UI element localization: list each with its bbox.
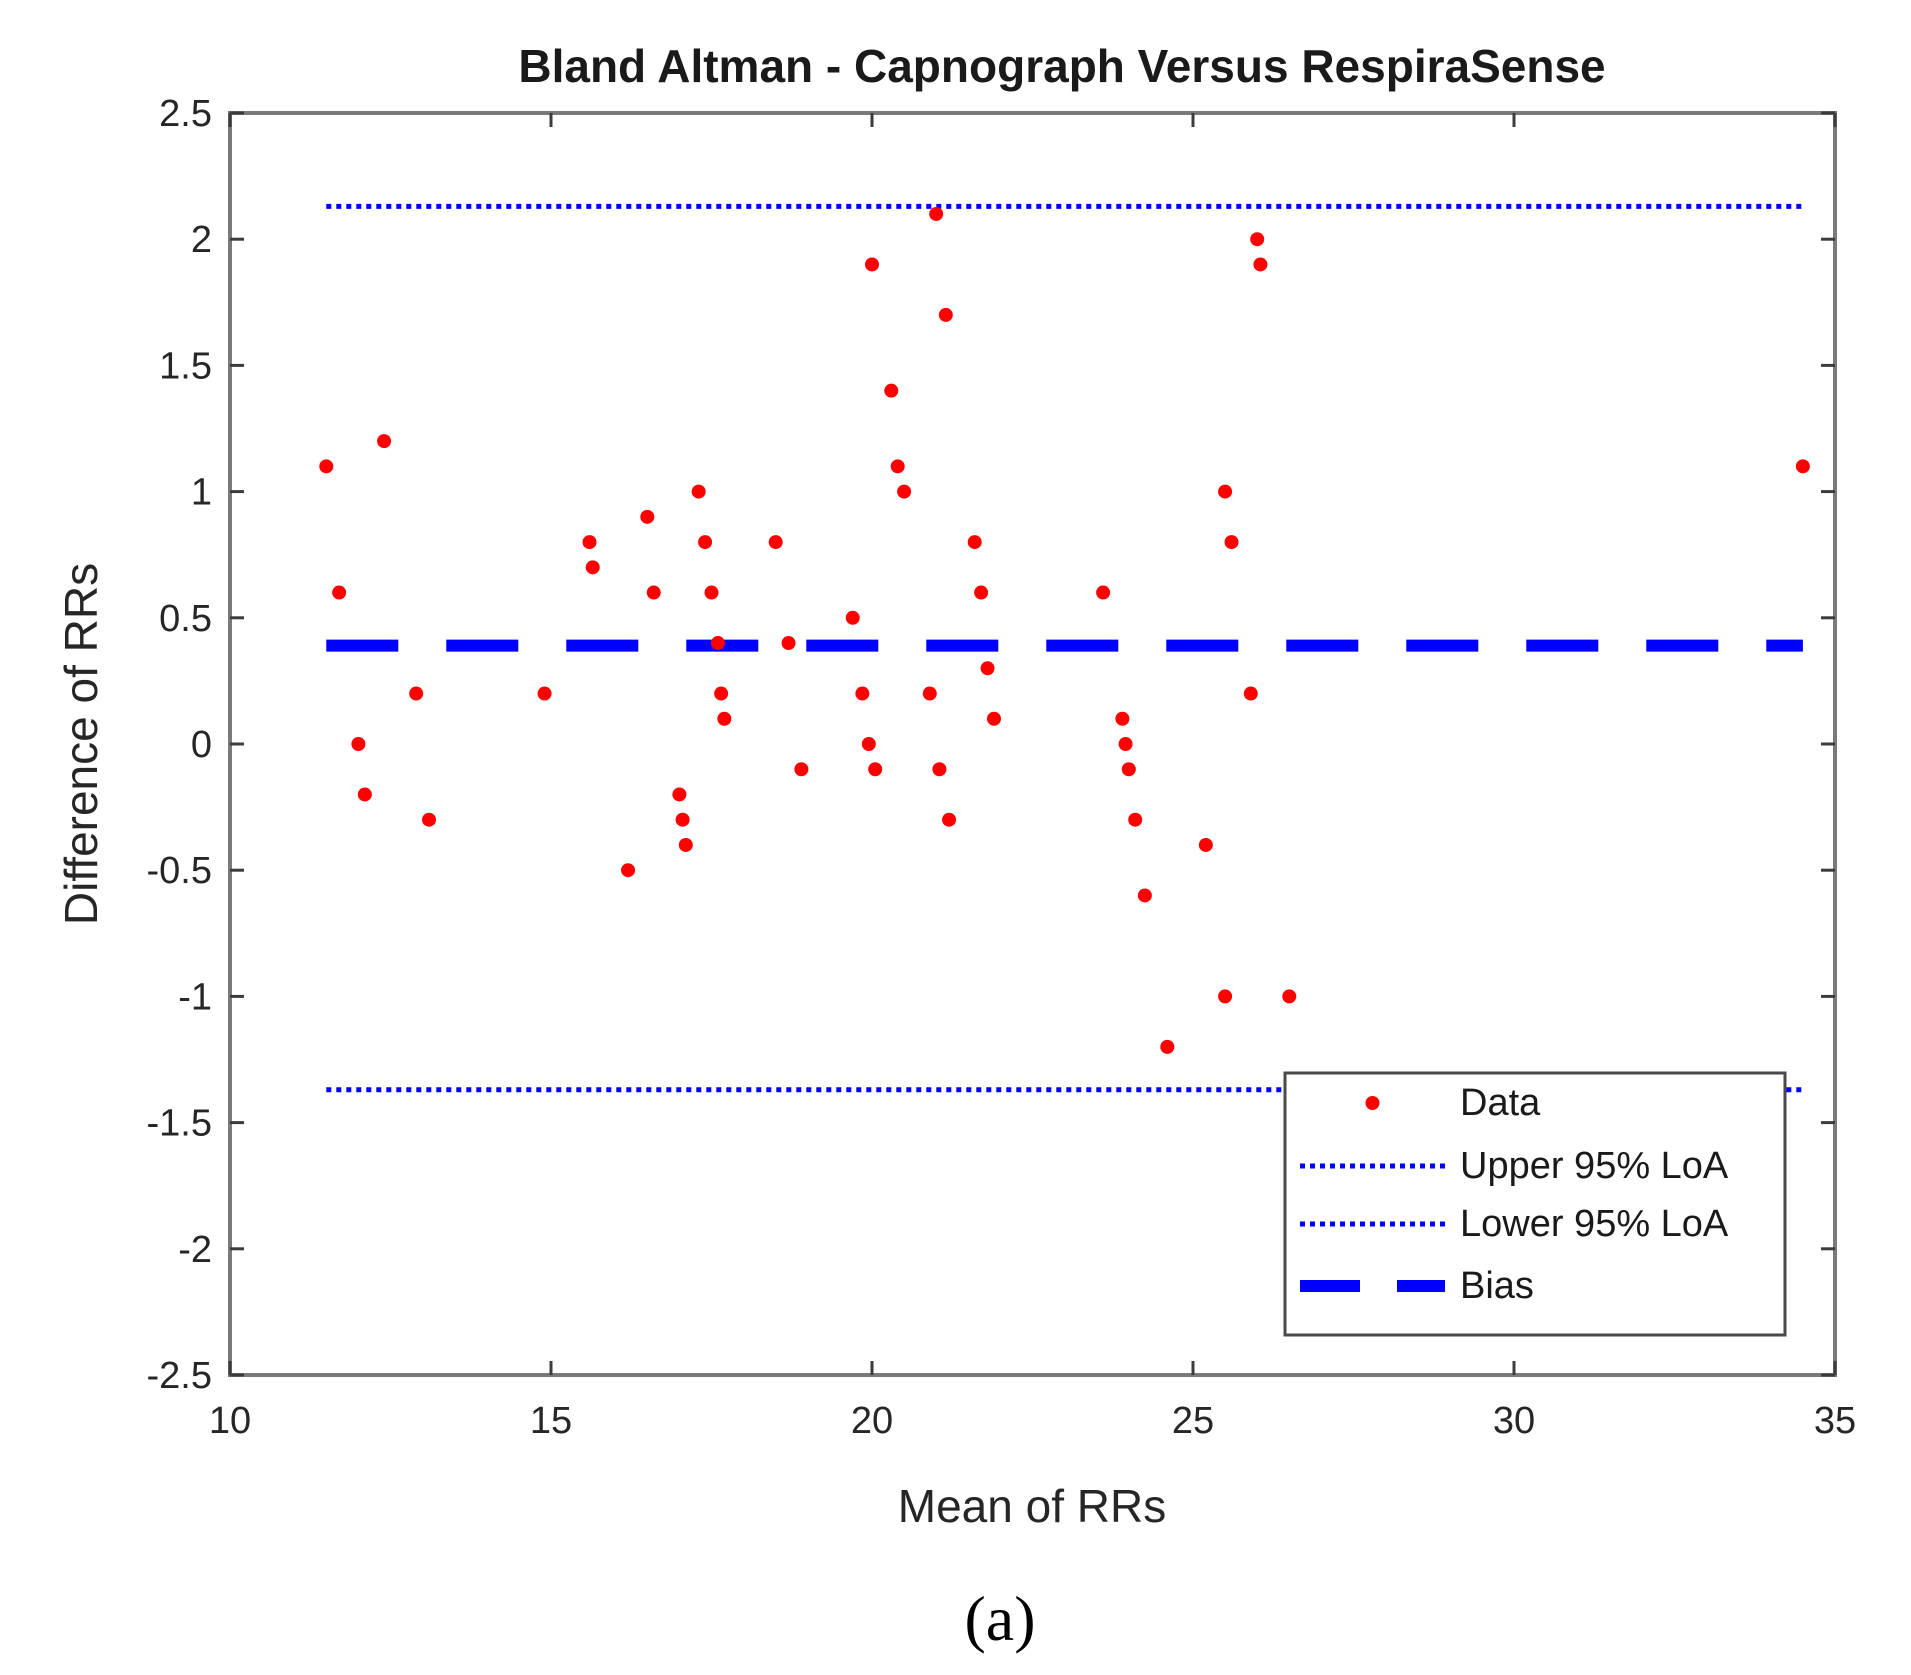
legend-swatch-data xyxy=(1365,1096,1380,1110)
data-point xyxy=(1253,257,1268,272)
data-point xyxy=(377,434,392,449)
data-point xyxy=(582,535,597,550)
data-point xyxy=(1160,1039,1175,1054)
data-point xyxy=(1128,812,1143,827)
y-tick-label: -2.5 xyxy=(147,1355,212,1397)
x-tick-label: 30 xyxy=(1493,1400,1535,1442)
data-point xyxy=(865,257,879,272)
data-point xyxy=(714,686,729,701)
data-point xyxy=(704,585,719,600)
x-tick-label: 35 xyxy=(1814,1400,1856,1442)
y-tick-label: -1.5 xyxy=(147,1103,212,1145)
y-tick-label: -1 xyxy=(178,976,212,1018)
data-point xyxy=(710,636,725,651)
y-tick-label: -0.5 xyxy=(147,850,212,892)
data-point xyxy=(537,686,552,701)
data-point xyxy=(585,560,600,575)
y-tick-label: 0 xyxy=(191,724,212,766)
data-point xyxy=(1224,535,1239,550)
data-point xyxy=(640,509,655,524)
data-point xyxy=(890,459,905,474)
data-point xyxy=(1218,989,1233,1004)
legend-label-lower-95-loa: Lower 95% LoA xyxy=(1460,1203,1729,1245)
data-point xyxy=(646,585,661,600)
x-axis-label: Mean of RRs xyxy=(898,1480,1166,1532)
data-point xyxy=(855,686,870,701)
legend-label-upper-95-loa: Upper 95% LoA xyxy=(1460,1145,1729,1187)
data-point xyxy=(1243,686,1258,701)
data-point xyxy=(1115,711,1130,726)
data-point xyxy=(409,686,424,701)
data-point xyxy=(922,686,937,701)
y-tick-label: 0.5 xyxy=(159,598,212,640)
x-tick-label: 15 xyxy=(530,1400,572,1442)
y-tick-label: 2.5 xyxy=(159,93,212,135)
x-tick-label: 10 xyxy=(209,1400,251,1442)
data-point xyxy=(781,636,796,651)
data-point xyxy=(678,837,693,852)
data-point xyxy=(691,484,706,499)
y-tick-label: -2 xyxy=(178,1229,212,1271)
data-point xyxy=(422,812,437,827)
data-point xyxy=(1218,484,1233,499)
y-tick-label: 1 xyxy=(191,472,212,514)
data-point xyxy=(1137,888,1152,903)
axis-ticks xyxy=(228,111,1837,1377)
data-point xyxy=(1250,232,1265,247)
data-point xyxy=(1096,585,1111,600)
data-point xyxy=(868,762,883,777)
y-tick-label: 2 xyxy=(191,219,212,261)
data-point xyxy=(672,787,687,802)
data-point xyxy=(1118,737,1133,751)
data-point xyxy=(357,787,372,802)
y-axis-label: Difference of RRs xyxy=(55,563,107,925)
data-point xyxy=(351,737,366,751)
data-point xyxy=(974,585,989,600)
data-points xyxy=(319,206,1810,1054)
data-point xyxy=(942,812,957,827)
data-point xyxy=(319,459,334,474)
data-point xyxy=(1795,459,1810,474)
data-point xyxy=(768,535,783,550)
data-point xyxy=(861,737,876,751)
data-point xyxy=(929,206,944,221)
y-tick-label: 1.5 xyxy=(159,345,212,387)
data-point xyxy=(884,383,899,398)
data-point xyxy=(932,762,947,777)
x-tick-label: 20 xyxy=(851,1400,893,1442)
data-point xyxy=(332,585,347,600)
data-point xyxy=(1121,762,1136,777)
legend-label-data: Data xyxy=(1460,1082,1541,1124)
data-point xyxy=(717,711,732,726)
legend-box xyxy=(1283,1071,1787,1337)
data-point xyxy=(986,711,1001,726)
x-tick-labels: 10 15 20 25 30 35 xyxy=(209,1400,1856,1442)
data-point xyxy=(967,535,982,550)
data-point xyxy=(1282,989,1297,1004)
data-point xyxy=(675,812,690,827)
data-point xyxy=(980,661,995,676)
data-point xyxy=(845,610,860,625)
data-point xyxy=(698,535,713,550)
data-point xyxy=(897,484,912,499)
data-point xyxy=(1198,837,1213,852)
legend-label-bias: Bias xyxy=(1460,1265,1534,1307)
data-point xyxy=(621,863,636,878)
data-point xyxy=(794,762,809,777)
y-tick-labels: 2.5 2 1.5 1 0.5 0 -0.5 -1 -1.5 -2 -2.5 xyxy=(147,93,212,1397)
x-tick-label: 25 xyxy=(1172,1400,1214,1442)
chart-title: Bland Altman - Capnograph Versus Respira… xyxy=(518,40,1605,92)
legend-entries: Data Upper 95% LoA Lower 95% LoA Bias xyxy=(1300,1082,1729,1307)
data-point xyxy=(938,307,953,322)
legend: Data Upper 95% LoA Lower 95% LoA Bias xyxy=(1283,1071,1787,1337)
figure-caption: (a) xyxy=(964,1583,1035,1654)
